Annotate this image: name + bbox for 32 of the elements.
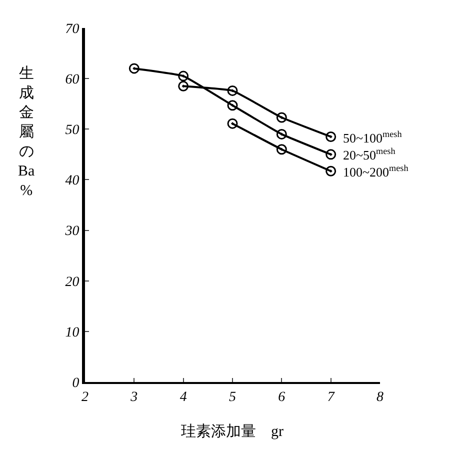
y-tick-label: 20 — [65, 274, 80, 290]
point — [227, 118, 238, 129]
point — [227, 85, 238, 96]
y-tick-label: 70 — [65, 22, 80, 37]
y-tick-label: 50 — [65, 123, 80, 138]
point — [276, 144, 287, 155]
x-tick-label: 3 — [130, 390, 138, 405]
point — [326, 149, 336, 160]
y-tick-label: 0 — [72, 376, 80, 391]
y-tick-label: 30 — [64, 224, 80, 240]
x-tick-label: 7 — [327, 390, 336, 405]
x-tick-label: 5 — [229, 390, 236, 405]
x-tick-label: 6 — [278, 390, 286, 405]
series-label: 20~50$^{mesh}$ — [343, 146, 396, 162]
series-label: 50~100$^{mesh}$ — [343, 129, 402, 146]
point — [326, 131, 336, 142]
x-tick-label: 8 — [376, 390, 384, 405]
point — [178, 80, 189, 92]
point — [326, 166, 336, 176]
y-tick-label: 10 — [65, 325, 80, 340]
point — [178, 70, 189, 82]
point — [276, 112, 287, 123]
point — [227, 100, 238, 111]
series-label: 100~200$^{mesh}$ — [343, 163, 409, 180]
y-tick-label: 40 — [65, 174, 80, 189]
y-axis-title: 生成金屬のBa% — [18, 65, 36, 199]
x-tick-label: 4 — [180, 390, 187, 405]
x-axis-title: 珪素添加量 gr — [181, 423, 284, 440]
y-tick-label: 60 — [65, 72, 80, 88]
point — [276, 128, 287, 140]
x-tick-label: 2 — [82, 390, 88, 405]
point — [128, 63, 140, 74]
